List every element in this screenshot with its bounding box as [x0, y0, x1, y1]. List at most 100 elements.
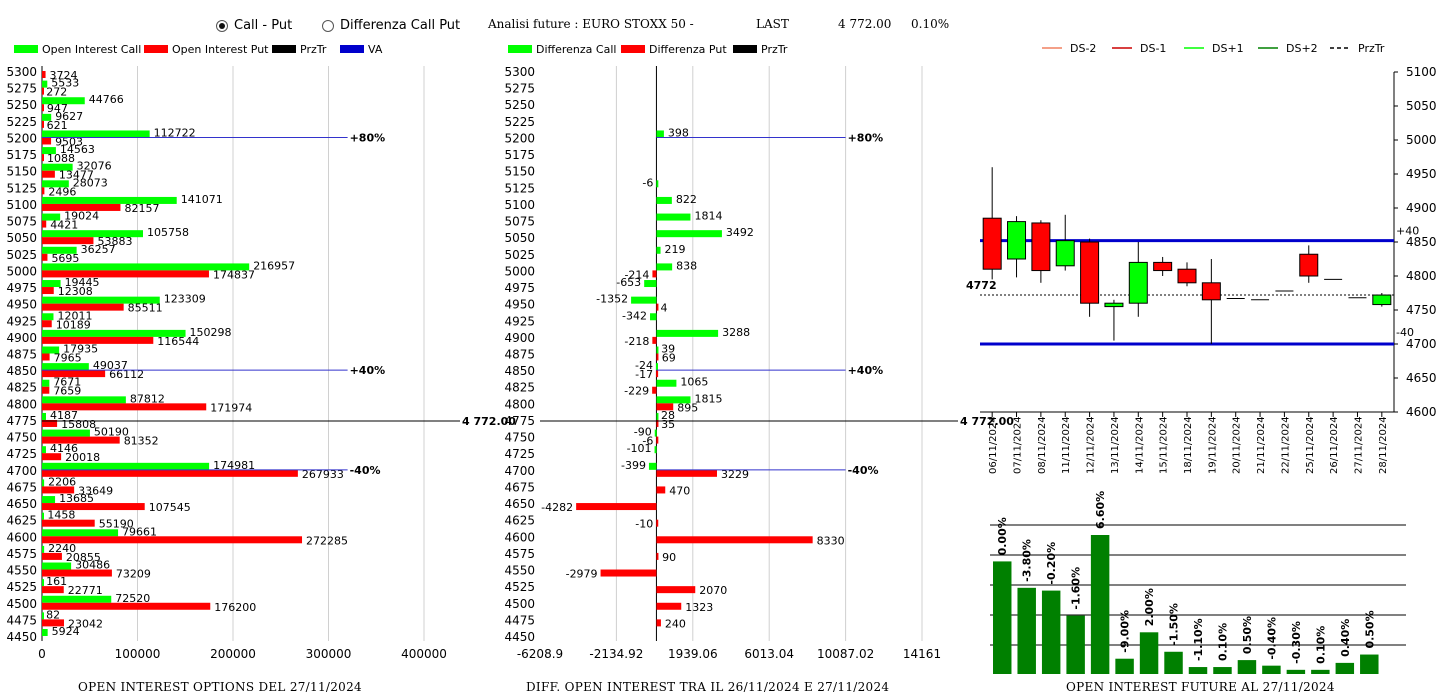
call-value-label: 28073 — [73, 176, 108, 189]
put-bar — [42, 569, 112, 577]
call-bar — [42, 280, 61, 288]
put-bar — [42, 320, 52, 328]
y-tick-label: 5000 — [1406, 133, 1437, 147]
put-bar — [656, 469, 717, 477]
strike-label: 4900 — [6, 331, 37, 345]
strike-label: 4450 — [504, 630, 535, 644]
put-bar — [42, 403, 207, 411]
strike-label: 4850 — [504, 364, 535, 378]
call-value-label: 174981 — [213, 459, 255, 472]
put-value-label: 272285 — [306, 534, 348, 547]
call-value-label: 123309 — [164, 293, 206, 306]
future-bar — [1262, 665, 1281, 674]
put-value-label: 55190 — [99, 518, 134, 531]
radio-diff[interactable]: Differenza Call Put — [322, 18, 460, 33]
put-bar — [656, 602, 682, 610]
call-bar — [42, 329, 186, 337]
y-tick-label: 4700 — [1406, 337, 1437, 351]
y-tick-label: 4850 — [1406, 235, 1437, 249]
future-bar — [1017, 587, 1036, 674]
call-bar — [42, 363, 89, 371]
strike-label: 5175 — [504, 148, 535, 162]
put-value-label: 171974 — [210, 401, 252, 414]
future-bar — [1139, 632, 1159, 674]
x-tick-label: 200000 — [210, 647, 256, 661]
call-bar — [42, 462, 210, 470]
call-bar — [42, 130, 150, 138]
call-bar — [42, 147, 56, 155]
call-bar — [650, 313, 657, 321]
radio-call-put-label: Call - Put — [234, 18, 293, 33]
put-bar — [652, 336, 657, 344]
legend-label: DS-1 — [1140, 42, 1166, 55]
strike-label: 5075 — [6, 215, 37, 229]
put-bar — [42, 519, 95, 527]
strike-label: 4475 — [6, 613, 37, 627]
date-label: 22/11/2024 — [1280, 416, 1291, 474]
strike-label: 5225 — [504, 115, 535, 129]
strike-label: 4600 — [504, 530, 535, 544]
radio-call-put[interactable]: Call - Put — [216, 18, 292, 33]
call-value-label: 30486 — [75, 559, 110, 572]
strike-label: 4725 — [504, 447, 535, 461]
put-bar — [656, 586, 696, 594]
x-tick-label: -2134.92 — [589, 647, 643, 661]
legend-label: PrzTr — [300, 43, 327, 56]
put-bar — [42, 71, 46, 78]
x-tick-label: 1939.06 — [668, 647, 718, 661]
call-bar — [42, 629, 48, 636]
legend-label: VA — [368, 43, 383, 56]
put-value-label: 895 — [677, 401, 698, 414]
strike-label: 4525 — [504, 580, 535, 594]
put-bar — [42, 270, 209, 278]
call-bar — [42, 429, 90, 437]
put-bar — [656, 403, 674, 411]
call-bar — [644, 280, 657, 288]
call-bar — [42, 196, 177, 204]
strike-label: 5300 — [504, 65, 535, 79]
put-value-label: 20855 — [66, 551, 101, 564]
put-value-label: 1323 — [685, 601, 713, 614]
put-value-label: 53883 — [97, 235, 132, 248]
x-tick-label: 6013.04 — [744, 647, 794, 661]
strike-label: 4650 — [504, 497, 535, 511]
call-bar — [42, 562, 72, 570]
strike-label: 5050 — [6, 231, 37, 245]
call-bar — [42, 479, 45, 487]
call-bar — [656, 196, 672, 204]
strike-label: 4475 — [504, 613, 535, 627]
call-bar — [42, 412, 46, 420]
radio-diff-indicator[interactable] — [322, 19, 334, 32]
call-bar — [42, 446, 46, 454]
candle-body — [1128, 261, 1148, 304]
put-value-label: -6 — [642, 435, 653, 448]
date-label: 20/11/2024 — [1232, 416, 1243, 474]
put-value-label: 2496 — [48, 185, 76, 198]
put-bar — [42, 87, 44, 95]
date-label: 11/11/2024 — [1061, 416, 1072, 474]
call-bar — [42, 246, 77, 254]
call-value-label: 1815 — [694, 392, 722, 405]
future-bar-label: 0.10% — [1314, 626, 1327, 664]
date-label: 12/11/2024 — [1086, 416, 1097, 474]
strike-label: 5200 — [6, 131, 37, 145]
date-label: 28/11/2024 — [1378, 416, 1389, 474]
put-value-label: 107545 — [149, 501, 191, 514]
candle-body — [1177, 268, 1197, 284]
call-value-label: 2240 — [48, 542, 76, 555]
call-value-label: 32076 — [77, 160, 112, 173]
call-bar — [42, 346, 60, 354]
strike-label: 4975 — [6, 281, 37, 295]
put-bar — [42, 303, 124, 311]
put-bar — [656, 353, 659, 361]
put-bar — [42, 336, 154, 344]
call-bar — [42, 545, 45, 553]
candle-body — [1080, 241, 1100, 304]
future-bar-label: 6.60% — [1094, 491, 1107, 529]
date-label: 26/11/2024 — [1329, 416, 1340, 474]
future-bar — [1115, 658, 1134, 674]
radio-call-put-indicator[interactable] — [216, 19, 228, 32]
reference-label: -40% — [350, 464, 381, 477]
put-bar — [656, 552, 659, 560]
call-value-label: 1458 — [47, 509, 75, 522]
